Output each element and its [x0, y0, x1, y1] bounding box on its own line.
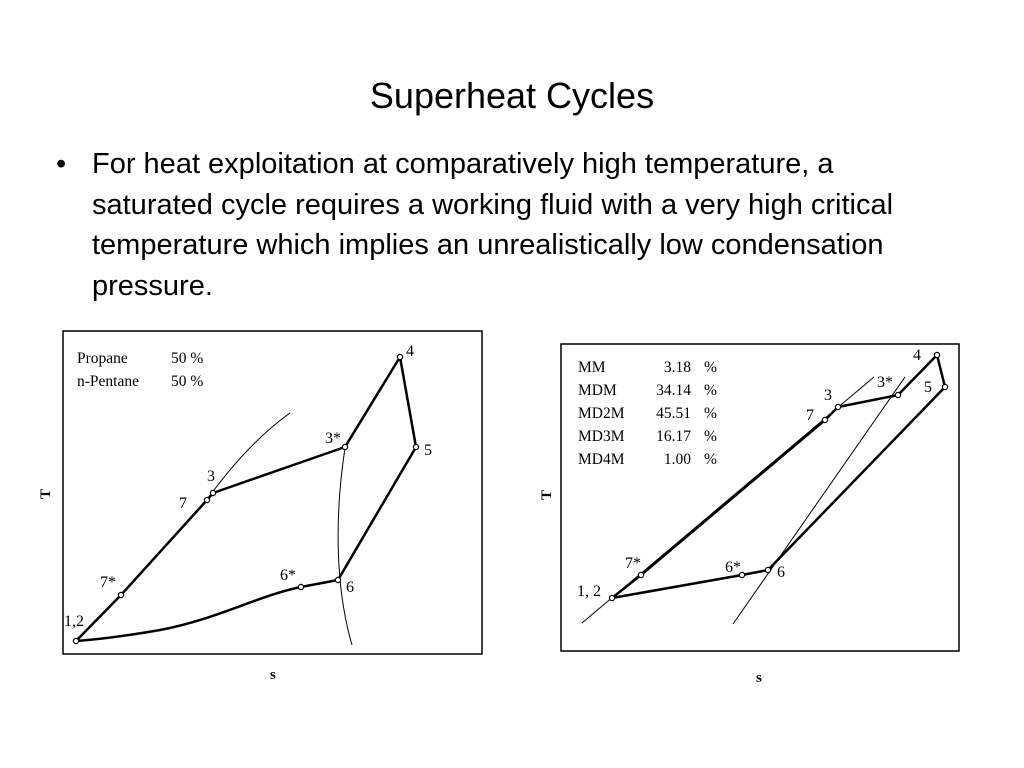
right-label-5: 5 [924, 379, 932, 396]
right-point-5 [941, 383, 949, 391]
right-legend-unit-2: % [704, 382, 717, 399]
left-point-7 [203, 496, 211, 504]
right-legend-name-4: MD3M [578, 428, 625, 445]
right-point-6 [764, 566, 772, 574]
right-label-6: 6 [777, 564, 785, 581]
right-legend-value-2: 34.14 [656, 382, 691, 399]
left-legend-value-1: 50 % [171, 350, 203, 367]
left-label-7: 7 [179, 495, 187, 512]
right-label-4: 4 [913, 347, 921, 364]
right-x-axis-label: s [756, 670, 762, 686]
right-label-6-star: 6* [725, 559, 741, 576]
left-point-5 [412, 443, 420, 451]
left-point-4 [396, 353, 404, 361]
left-point-3 [209, 489, 217, 497]
right-point-3 [834, 403, 842, 411]
right-legend-unit-1: % [704, 359, 717, 376]
right-point-1-2 [608, 594, 616, 602]
left-label-4: 4 [406, 343, 414, 360]
right-legend-unit-3: % [704, 405, 717, 422]
right-legend-value-5: 1.00 [664, 451, 691, 468]
right-saturated-vapor-curve [732, 376, 906, 625]
right-legend-name-3: MD2M [578, 405, 625, 422]
bullet-text: For heat exploitation at comparatively h… [92, 148, 894, 302]
left-label-5: 5 [424, 442, 432, 459]
left-plot-frame [62, 330, 483, 655]
right-point-7-star [637, 571, 645, 579]
left-saturated-vapor-curve [337, 447, 353, 646]
right-cycle-path [610, 353, 947, 600]
right-y-axis-label: T [539, 490, 555, 500]
slide-title: Superheat Cycles [369, 75, 655, 116]
right-legend-value-3: 45.51 [656, 405, 691, 422]
left-label-1-2: 1,2 [64, 613, 84, 630]
left-label-3-star: 3* [325, 430, 341, 447]
right-point-3-star [894, 391, 902, 399]
right-legend-name-2: MDM [578, 382, 617, 399]
left-point-1-2 [72, 637, 80, 645]
right-label-1-2: 1, 2 [577, 583, 601, 600]
left-legend-name-1: Propane [77, 350, 128, 367]
right-legend-unit-4: % [704, 428, 717, 445]
left-x-axis-label: s [270, 667, 276, 683]
left-label-6-star: 6* [280, 567, 296, 584]
left-ts-diagram: Propane 50 % n-Pentane 50 % 1,2 7* 7 3 3… [38, 330, 483, 683]
left-label-6: 6 [346, 579, 354, 596]
right-label-7-star: 7* [625, 555, 641, 572]
right-legend-name-1: MM [578, 359, 606, 376]
right-legend-value-4: 16.17 [656, 428, 691, 445]
left-legend-name-2: n-Pentane [77, 373, 139, 390]
right-point-4 [933, 351, 941, 359]
right-point-7 [821, 416, 829, 424]
left-label-3: 3 [207, 468, 215, 485]
left-label-7-star: 7* [100, 574, 116, 591]
right-label-3: 3 [824, 387, 832, 404]
left-point-6-star [297, 583, 305, 591]
right-legend-unit-5: % [704, 451, 717, 468]
right-legend-value-1: 3.18 [664, 359, 691, 376]
left-legend-value-2: 50 % [171, 373, 203, 390]
right-point-6-star [738, 571, 746, 579]
right-legend-name-5: MD4M [578, 451, 625, 468]
left-y-axis-label: T [38, 489, 54, 499]
right-ts-diagram: MM 3.18 % MDM 34.14 % MD2M 45.51 % MD3M … [539, 343, 960, 686]
left-point-6 [334, 576, 342, 584]
left-point-3-star [341, 443, 349, 451]
right-plot-frame [560, 343, 960, 652]
left-point-7-star [117, 591, 125, 599]
left-cycle-path [75, 355, 418, 643]
right-label-7: 7 [806, 407, 814, 424]
right-label-3-star: 3* [877, 374, 893, 391]
bullet-marker: • [56, 148, 67, 180]
